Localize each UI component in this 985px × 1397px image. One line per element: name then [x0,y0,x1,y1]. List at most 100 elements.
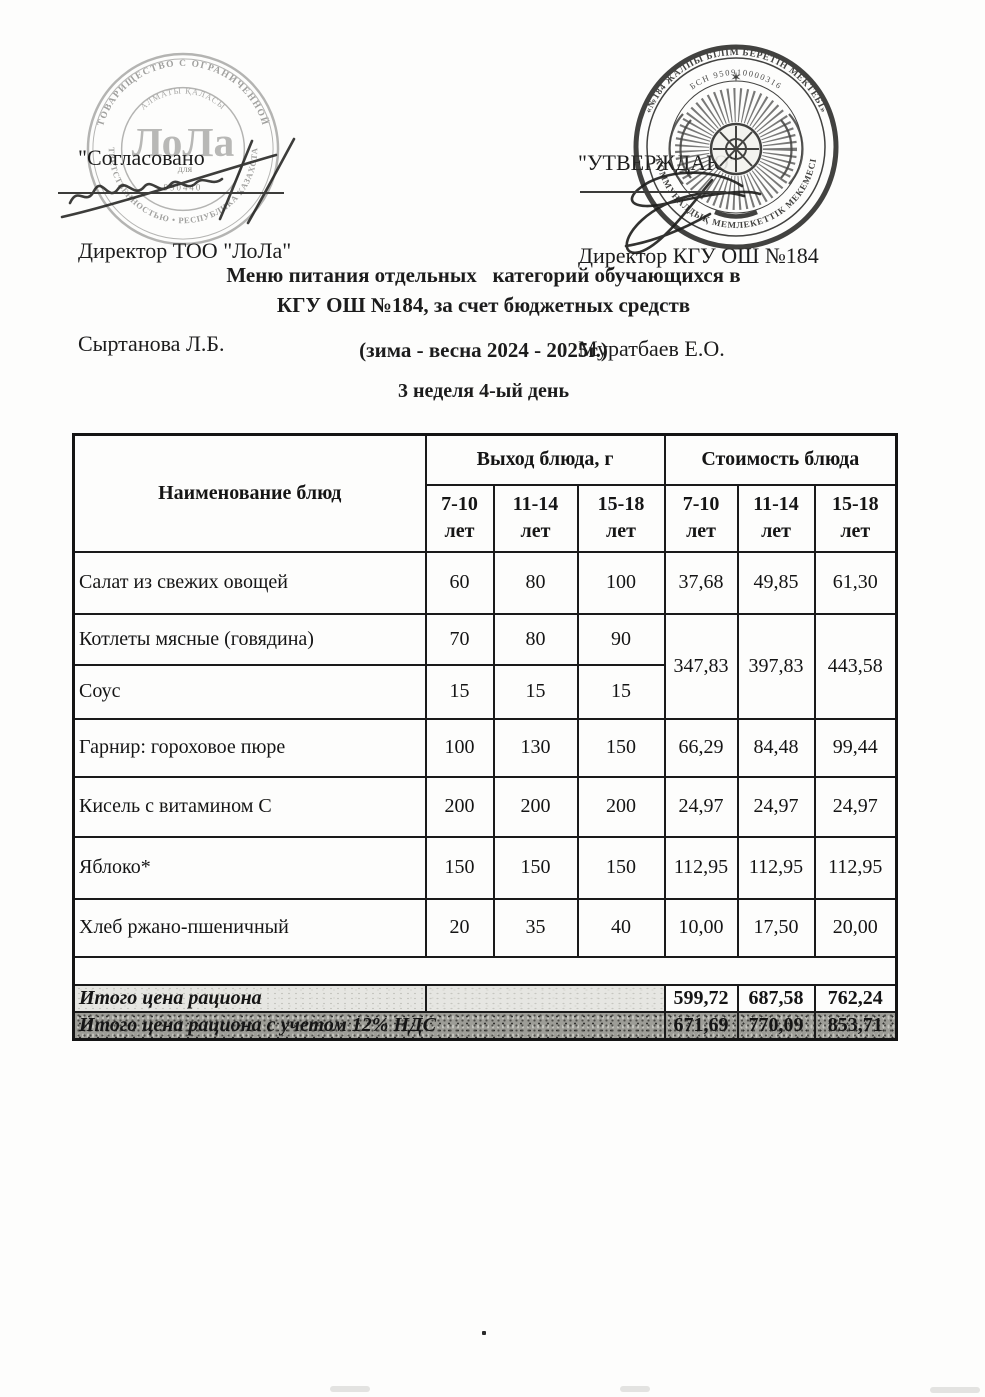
cost-cell: 24,97 [663,775,739,838]
cost-cell: 20,00 [813,897,898,958]
output-cell: 80 [492,612,579,666]
dish-name-cell: Хлеб ржано-пшеничный [72,897,427,958]
output-cell: 90 [576,612,666,666]
total-label-cell: Итого цена рациона [72,983,427,1013]
total-filler-cell [424,983,666,1013]
header-output-group: Выход блюда, г [424,433,666,486]
header-age-col: 15-18 лет [576,483,666,553]
output-cell: 150 [492,835,579,900]
output-cell: 15 [492,663,579,720]
star-icon: ✶ [730,71,742,86]
output-cell: 60 [424,550,495,615]
cost-cell: 24,97 [813,775,898,838]
output-cell: 150 [576,717,666,778]
cost-cell: 37,68 [663,550,739,615]
dish-name-cell: Салат из свежих овощей [72,550,427,615]
signature-line-right [580,191,726,193]
total-vat-label-cell: Итого цена рациона с учетом 12% НДС [72,1010,666,1041]
header-age-row: 7-10 лет 11-14 лет 15-18 лет 7-10 лет 11… [74,483,898,553]
header-age-col: 7-10 лет [663,483,739,553]
output-cell: 20 [424,897,495,958]
output-cell: 130 [492,717,579,778]
header-cost-group: Стоимость блюда [663,433,898,486]
cost-cell: 112,95 [663,835,739,900]
cost-cell: 10,00 [663,897,739,958]
output-cell: 150 [576,835,666,900]
output-cell: 35 [492,897,579,958]
dish-name-cell: Котлеты мясные (говядина) [72,612,427,666]
header-age-col: 7-10 лет [424,483,495,553]
total-cost-cell: 687,58 [736,983,816,1013]
cost-cell: 17,50 [736,897,816,958]
cost-cell: 112,95 [736,835,816,900]
cost-cell-merged: 347,83 [663,612,739,720]
cost-cell: 49,85 [736,550,816,615]
signature-right [624,171,762,255]
cost-cell: 61,30 [813,550,898,615]
table-row-cutlets: Котлеты мясные (говядина) 70 80 90 347,8… [72,612,898,720]
table-row-salad: Салат из свежих овощей 60 80 100 37,68 4… [72,550,898,615]
total-cost-cell: 762,24 [813,983,898,1013]
agreement-block: "Согласовано Директор ТОО "ЛоЛа" Сыртано… [78,80,291,421]
agreement-line1: "Согласовано [78,145,205,170]
output-cell: 200 [424,775,495,838]
total-vat-cost-cell: 770,09 [736,1010,816,1041]
output-cell: 70 [424,612,495,666]
total-cost-cell: 599,72 [663,983,739,1013]
title-line1: Меню питания отдельных категорий обучающ… [226,263,741,287]
cost-cell-merged: 443,58 [813,612,898,720]
cost-cell: 112,95 [813,835,898,900]
output-cell: 200 [576,775,666,838]
output-cell: 40 [576,897,666,958]
dish-name-cell: Кисель с витамином С [72,775,427,838]
agreement-line3: Сыртанова Л.Б. [78,331,225,356]
header-dish-name: Наименование блюд [72,433,427,553]
spacer-row [71,955,899,986]
agreement-line2: Директор ТОО "ЛоЛа" [78,238,292,263]
cost-cell: 24,97 [736,775,816,838]
header-age-col: 15-18 лет [813,483,898,553]
stamp-left-center-small: для [178,164,193,175]
dish-name-cell: Яблоко* [72,835,427,900]
output-cell: 80 [492,550,579,615]
title-season: (зима - весна 2024 - 2025г.) [359,338,608,362]
table-row-kissel: Кисель с витамином С 200 200 200 24,97 2… [72,775,898,838]
menu-table: Наименование блюд Выход блюда, г Стоимос… [71,433,899,1041]
total-vat-cost-cell: 853,71 [813,1010,898,1041]
scan-artifact-smudge [930,1387,980,1393]
output-cell: 150 [424,835,495,900]
dish-name-cell: Соус [72,663,427,720]
total-vat-cost-cell: 671,69 [663,1010,739,1041]
output-cell: 100 [576,550,666,615]
scan-artifact-dot [482,1331,486,1335]
approval-line3: Муратбаев Е.О. [578,336,725,361]
scan-artifact-smudge [330,1386,370,1392]
output-cell: 15 [424,663,495,720]
output-cell: 100 [424,717,495,778]
cost-cell-merged: 397,83 [736,612,816,720]
header-age-col: 11-14 лет [492,483,579,553]
scan-artifact-smudge [620,1386,650,1392]
table-row-bread: Хлеб ржано-пшеничный 20 35 40 10,00 17,5… [72,897,898,958]
output-cell: 15 [576,663,666,720]
output-cell: 200 [492,775,579,838]
stamp-left-center-name: ЛоЛа [132,119,235,165]
cost-cell: 84,48 [736,717,816,778]
table-row-apple: Яблоко* 150 150 150 112,95 112,95 112,95 [72,835,898,900]
dish-name-cell: Гарнир: гороховое пюре [72,717,427,778]
table-row-sauce: Соус 15 15 15 [72,663,897,720]
signature-line-left [58,192,284,194]
document-title-block: Меню питания отдельных категорий обучающ… [72,260,895,403]
cost-cell: 99,44 [813,717,898,778]
cost-cell: 66,29 [663,717,739,778]
signature-left [60,137,296,225]
total-vat-row: Итого цена рациона с учетом 12% НДС 671,… [72,1010,898,1041]
title-week-day: 3 неделя 4-ый день [397,380,570,402]
header-age-col: 11-14 лет [736,483,816,553]
header-group-row: Наименование блюд Выход блюда, г Стоимос… [72,433,898,553]
stamp-left-center-digits: 990440 [164,183,203,193]
table-row-garnish: Гарнир: гороховое пюре 100 130 150 66,29… [72,717,898,778]
title-line2: КГУ ОШ №184, за счет бюджетных средств [276,293,691,317]
total-row: Итого цена рациона 599,72 687,58 762,24 [72,983,898,1013]
